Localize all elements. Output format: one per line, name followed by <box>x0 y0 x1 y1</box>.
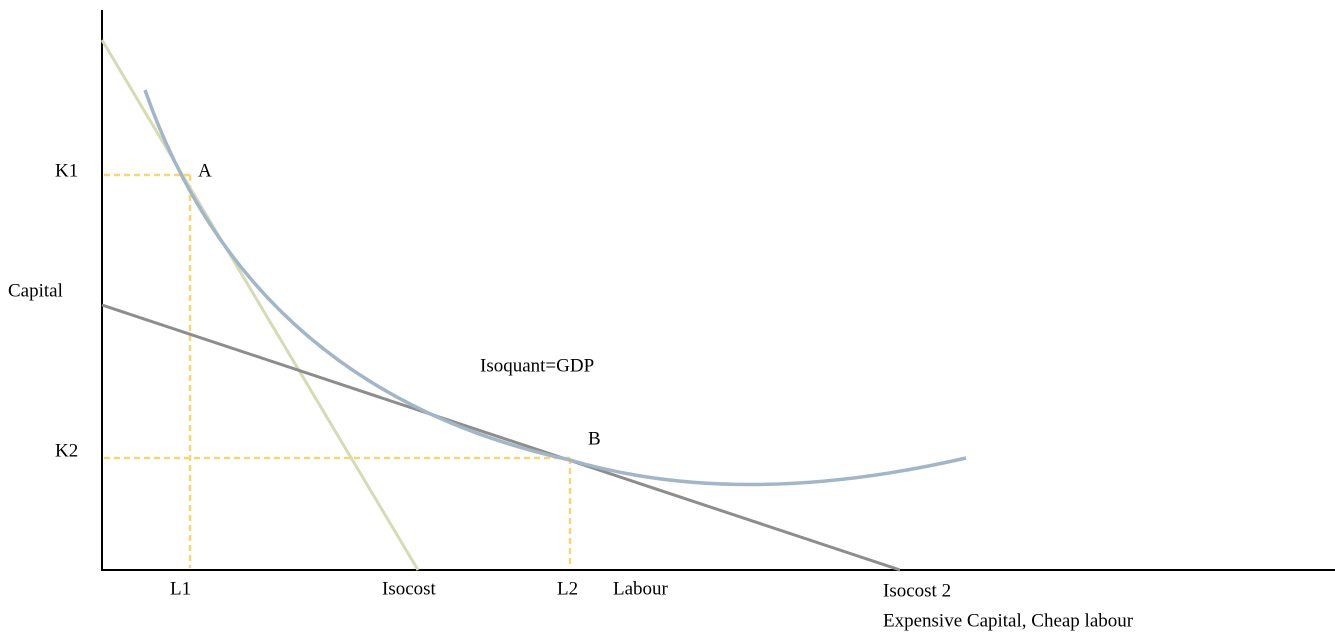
l1-label: L1 <box>170 578 191 599</box>
y-axis-label: Capital <box>8 280 63 301</box>
isoquant-label: Isoquant=GDP <box>480 355 594 376</box>
isocost-2-line <box>101 303 901 572</box>
isocost-label: Isocost <box>382 578 437 599</box>
l2-label: L2 <box>557 578 578 599</box>
point-b-label: B <box>588 428 601 449</box>
k1-label: K1 <box>55 160 78 181</box>
isoquant-curve <box>143 89 967 487</box>
point-a-label: A <box>198 160 212 181</box>
x-axis-label: Labour <box>613 578 669 599</box>
isocost-2-note: Expensive Capital, Cheap labour <box>883 610 1134 631</box>
guides <box>104 173 572 568</box>
isocost-line <box>100 39 420 571</box>
k2-label: K2 <box>55 440 78 461</box>
isocost-2-label: Isocost 2 <box>883 580 951 601</box>
